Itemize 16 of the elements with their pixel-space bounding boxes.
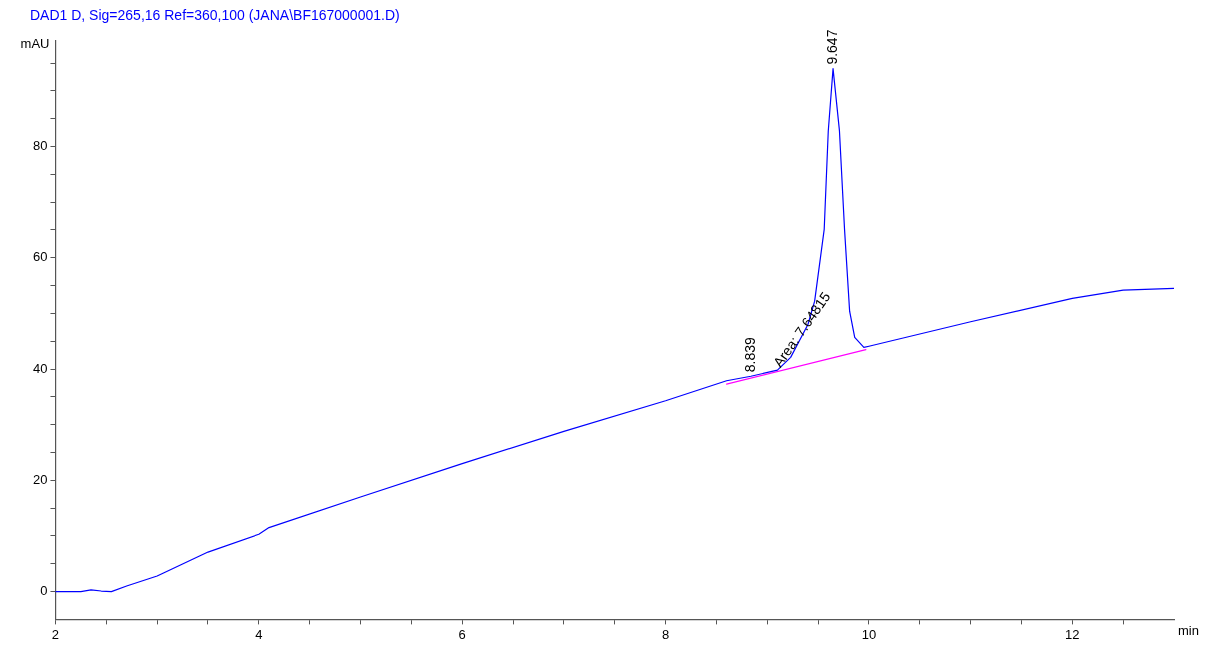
annotation: 8.839 xyxy=(741,337,758,373)
chart-title: DAD1 D, Sig=265,16 Ref=360,100 (JANA\BF167000001.D) xyxy=(30,7,400,24)
y-tick-label: 0 xyxy=(40,583,48,599)
y-tick-label: 60 xyxy=(32,249,48,265)
y-axis-title: mAU xyxy=(20,36,50,52)
x-tick-label: 12 xyxy=(1065,626,1080,642)
y-tick-label: 40 xyxy=(32,360,48,376)
x-axis-title: min xyxy=(1178,623,1199,639)
x-tick-label: 8 xyxy=(661,626,670,642)
x-tick-label: 2 xyxy=(51,626,60,642)
y-tick-label: 20 xyxy=(32,471,48,487)
x-tick-label: 10 xyxy=(861,626,877,642)
annotation: 9.647 xyxy=(823,29,840,65)
x-tick-label: 4 xyxy=(255,626,263,642)
x-tick-label: 6 xyxy=(458,626,466,642)
y-tick-label: 80 xyxy=(32,138,48,154)
